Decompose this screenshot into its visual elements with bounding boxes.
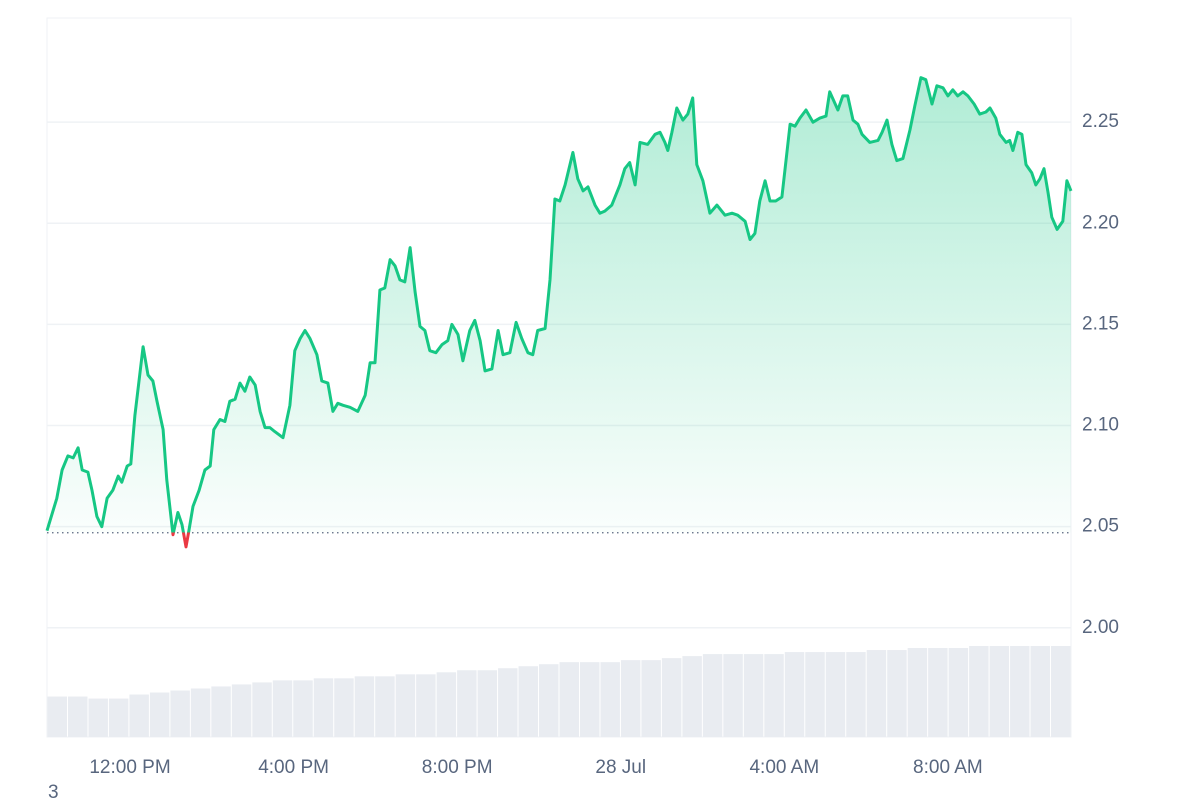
volume-bar [108, 698, 129, 737]
x-tick-label: 4:00 AM [749, 757, 819, 778]
volume-bar [702, 654, 723, 737]
volume-bar [272, 680, 293, 737]
volume-bar [723, 654, 743, 737]
volume-bar [190, 688, 211, 737]
price-area [47, 77, 1071, 533]
volume-bar [1051, 645, 1071, 737]
volume-bar [846, 652, 866, 737]
volume-bar [539, 664, 559, 737]
volume-bar [928, 648, 948, 737]
y-tick-label: 2.10 [1082, 415, 1119, 436]
volume-bar [764, 654, 784, 737]
volume-bar [559, 662, 579, 737]
volume-bar [805, 652, 825, 737]
volume-bar [866, 650, 887, 737]
x-tick-label: 8:00 AM [913, 757, 983, 778]
volume-bar [907, 648, 928, 737]
corner-text: 3 [48, 782, 59, 800]
volume-bar [395, 674, 416, 737]
volume-bar [784, 652, 805, 737]
volume-bar [661, 658, 682, 737]
volume-bar [354, 676, 375, 737]
y-tick-label: 2.15 [1082, 313, 1119, 334]
volume-bar [498, 668, 518, 737]
volume-bar [825, 652, 846, 737]
y-tick-label: 2.25 [1082, 111, 1119, 132]
volume-bar [1030, 645, 1051, 737]
y-tick-label: 2.05 [1082, 516, 1119, 537]
volume-bar [620, 660, 641, 737]
plot-group [45, 76, 1073, 549]
price-line [45, 76, 1073, 549]
volume-bar [47, 696, 67, 737]
volume-bar [477, 670, 498, 737]
x-tick-label: 4:00 PM [258, 757, 329, 778]
volume-bar [211, 686, 231, 737]
volume-bar [149, 692, 170, 737]
volume-bar [989, 645, 1010, 737]
volume-bar [743, 654, 764, 737]
volume-bar [457, 670, 477, 737]
volume-group [47, 645, 1071, 737]
x-tick-label: 28 Jul [595, 757, 646, 778]
volume-bar [887, 650, 907, 737]
volume-bar [641, 660, 661, 737]
volume-bar [231, 684, 252, 737]
volume-bar [67, 696, 88, 737]
volume-bar [375, 676, 395, 737]
volume-bar [252, 682, 272, 737]
volume-bar [1010, 645, 1030, 737]
volume-bar [170, 690, 190, 737]
y-tick-label: 2.00 [1082, 617, 1119, 638]
volume-bar [682, 656, 702, 737]
volume-bar [416, 674, 436, 737]
volume-bar [88, 698, 108, 737]
x-tick-label: 8:00 PM [422, 757, 493, 778]
volume-bar [334, 678, 354, 737]
volume-bar [129, 694, 149, 737]
volume-bar [969, 645, 989, 737]
volume-bar [293, 680, 313, 737]
volume-bar [313, 678, 334, 737]
volume-bar [436, 672, 457, 737]
x-tick-label: 12:00 PM [89, 757, 170, 778]
volume-bar [518, 666, 539, 737]
volume-bar [579, 662, 600, 737]
volume-bar [948, 648, 969, 737]
y-tick-label: 2.20 [1082, 212, 1119, 233]
volume-bar [600, 662, 620, 737]
